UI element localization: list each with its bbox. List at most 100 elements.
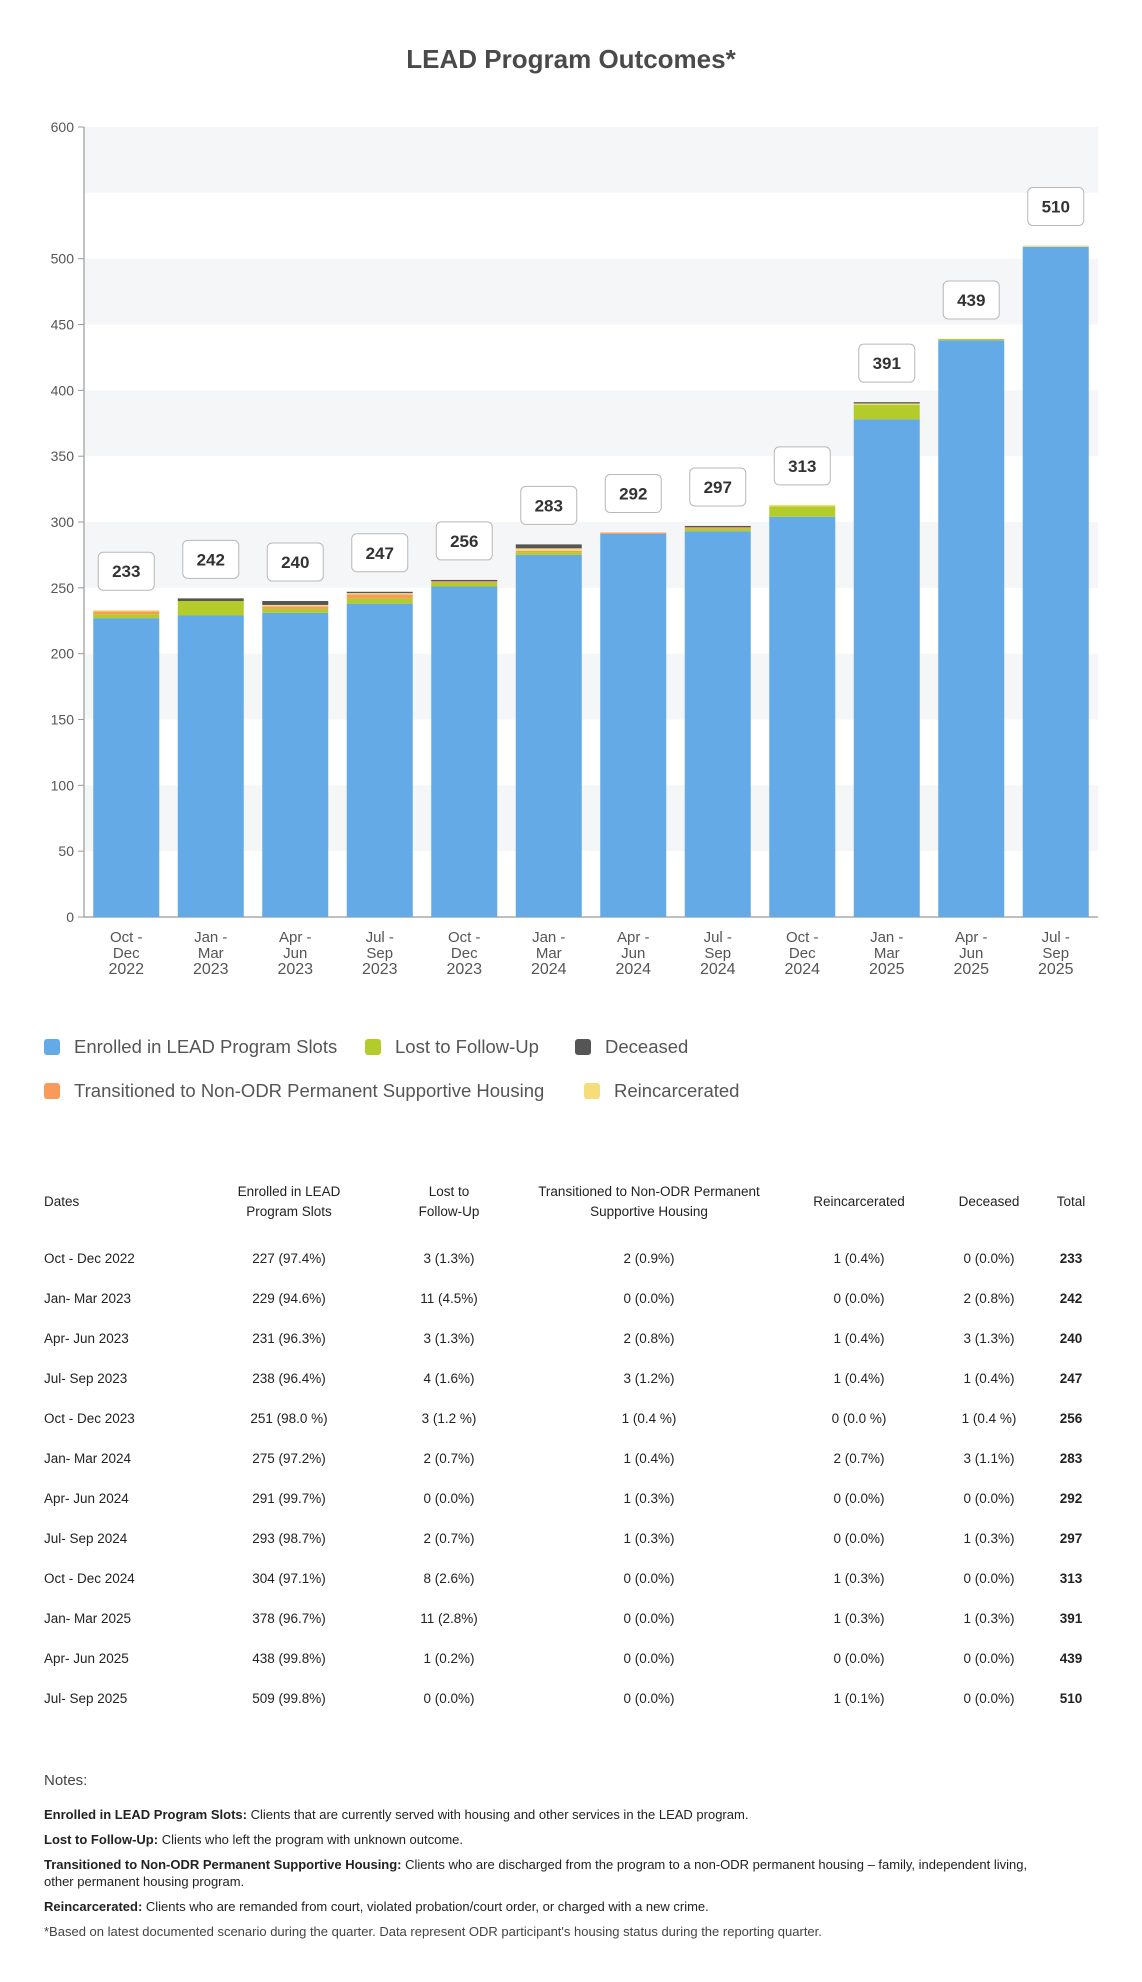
x-tick-label: Apr - — [955, 929, 988, 946]
x-tick-label: Mar — [536, 945, 562, 962]
note-item: Transitioned to Non-ODR Permanent Suppor… — [44, 1856, 1044, 1890]
table-cell: 251 (98.0 %) — [250, 1410, 328, 1426]
total-label-box — [266, 542, 324, 582]
bar-segment-4 — [515, 544, 582, 549]
table-cell: 3 (1.2 %) — [421, 1410, 477, 1426]
table-cell: 1 (0.4%) — [833, 1250, 885, 1266]
y-tick-label: 600 — [51, 119, 75, 135]
table-cell: Jan- Mar 2025 — [44, 1610, 132, 1626]
table-row: Jan- Mar 2025 378 (96.7%) 11 (2.8%) 0 (0.0%… — [44, 1598, 1098, 1638]
total-label-box — [858, 343, 916, 383]
legend-item-enrolled: Enrolled in LEAD Program Slots — [44, 1036, 337, 1058]
x-tick-label: Dec — [789, 945, 816, 962]
bar-segment-3 — [346, 593, 413, 595]
bar-segment-4 — [853, 402, 920, 404]
chart-title: LEAD Program Outcomes* — [406, 44, 736, 74]
table-body: Oct - Dec 2022 227 (97.4%) 3 (1.3%) 2 (0.9%… — [44, 1238, 1098, 1718]
grid-band — [84, 522, 1098, 588]
table-cell: 242 — [1059, 1290, 1083, 1306]
table-cell: 1 (0.4%) — [963, 1370, 1015, 1386]
total-label-box — [689, 467, 747, 507]
table-cell: 378 (96.7%) — [252, 1610, 326, 1626]
table-row: Jul- Sep 2023 238 (96.4%) 4 (1.6%) 3 (1.2%)… — [44, 1358, 1098, 1398]
table-row: Oct - Dec 2024 304 (97.1%) 8 (2.6%) 0 (0.0%… — [44, 1558, 1098, 1598]
table-cell: 0 (0.0%) — [963, 1690, 1015, 1706]
legend-swatch-transitioned — [44, 1083, 60, 1099]
x-tick-label: 2024 — [700, 961, 736, 978]
table-cell: 0 (0.0%) — [623, 1610, 675, 1626]
total-label-box — [1027, 187, 1085, 226]
total-label: 233 — [112, 562, 140, 581]
bar-segment-0 — [431, 586, 498, 917]
table-cell: 227 (97.4%) — [252, 1250, 326, 1266]
total-label: 292 — [619, 485, 647, 504]
table-cell: 0 (0.0%) — [423, 1690, 475, 1706]
bar-segment-0 — [346, 603, 413, 917]
legend-item-transitioned: Transitioned to Non-ODR Permanent Suppor… — [44, 1080, 544, 1102]
y-tick-label: 0 — [66, 909, 74, 925]
bar-segment-2 — [346, 594, 413, 599]
x-tick-label: Jul - — [366, 929, 394, 946]
table-cell: 1 (0.3%) — [833, 1610, 885, 1626]
table-cell: 3 (1.2%) — [623, 1370, 675, 1386]
table-cell: 2 (0.7%) — [423, 1450, 475, 1466]
total-label: 256 — [450, 532, 478, 551]
table-cell: 304 (97.1%) — [252, 1570, 326, 1586]
total-label: 297 — [704, 478, 732, 497]
table-cell: 240 — [1059, 1330, 1083, 1346]
bar-segment-4 — [177, 598, 244, 601]
bar-segment-0 — [769, 516, 836, 917]
bar-segment-2 — [684, 527, 751, 529]
chart-legend: Enrolled in LEAD Program Slots Lost to F… — [44, 1036, 1104, 1116]
table-cell: 3 (1.3%) — [423, 1250, 475, 1266]
table-cell: 0 (0.0%) — [623, 1570, 675, 1586]
table-cell: 2 (0.7%) — [833, 1450, 885, 1466]
total-label-box — [773, 446, 831, 486]
table-row: Jan- Mar 2024 275 (97.2%) 2 (0.7%) 1 (0.4%)… — [44, 1438, 1098, 1478]
table-cell: 438 (99.8%) — [252, 1650, 326, 1666]
bar-segment-1 — [769, 506, 836, 517]
x-tick-label: Jul - — [1042, 929, 1070, 946]
table-cell: 291 (99.7%) — [252, 1490, 326, 1506]
x-tick-label: 2023 — [277, 961, 313, 978]
y-tick-label: 50 — [58, 843, 74, 859]
table-cell: Apr- Jun 2025 — [44, 1650, 129, 1666]
x-tick-label: 2023 — [446, 961, 482, 978]
y-tick-label: 300 — [51, 514, 75, 530]
x-tick-label: Jan - — [532, 929, 565, 946]
y-tick-label: 150 — [51, 712, 75, 728]
x-tick-label: Mar — [198, 945, 224, 962]
table-cell: 1 (0.3%) — [963, 1530, 1015, 1546]
table-cell: 247 — [1059, 1370, 1083, 1386]
table-cell: 0 (0.0%) — [963, 1650, 1015, 1666]
header-dates: Dates — [44, 1194, 80, 1209]
x-tick-label: Jun — [621, 945, 645, 962]
total-label: 391 — [873, 354, 901, 373]
note-text: Clients who are remanded from court, vio… — [142, 1899, 709, 1914]
table-cell: 238 (96.4%) — [252, 1370, 326, 1386]
table-row: Oct - Dec 2022 227 (97.4%) 3 (1.3%) 2 (0.9%… — [44, 1238, 1098, 1278]
bar-segment-1 — [93, 614, 160, 619]
bar-segment-0 — [600, 533, 667, 917]
total-label-box — [97, 551, 155, 591]
note-text: Clients that are currently served with h… — [246, 1807, 749, 1822]
table-cell: 293 (98.7%) — [252, 1530, 326, 1546]
total-label-box — [604, 474, 662, 514]
x-tick-label: Jun — [283, 945, 307, 962]
legend-item-reincarcerated: Reincarcerated — [584, 1080, 739, 1102]
total-label: 439 — [957, 291, 985, 310]
table-cell: 256 — [1059, 1410, 1083, 1426]
y-tick-label: 350 — [51, 448, 75, 464]
bar-segment-1 — [515, 552, 582, 555]
x-tick-label: Mar — [874, 945, 900, 962]
total-label: 510 — [1042, 198, 1070, 217]
note-term: Transitioned to Non-ODR Permanent Suppor… — [44, 1857, 402, 1872]
table-cell: 0 (0.0%) — [833, 1490, 885, 1506]
legend-label-enrolled: Enrolled in LEAD Program Slots — [74, 1036, 338, 1057]
table-cell: Jul- Sep 2023 — [44, 1370, 128, 1386]
y-tick-label: 200 — [51, 646, 75, 662]
bar-segment-4 — [262, 601, 329, 605]
bar-segment-3 — [853, 403, 920, 405]
legend-label-reincarcerated: Reincarcerated — [614, 1080, 740, 1101]
table-row: Oct - Dec 2023 251 (98.0 %) 3 (1.2 %) 1 (0.… — [44, 1398, 1098, 1438]
